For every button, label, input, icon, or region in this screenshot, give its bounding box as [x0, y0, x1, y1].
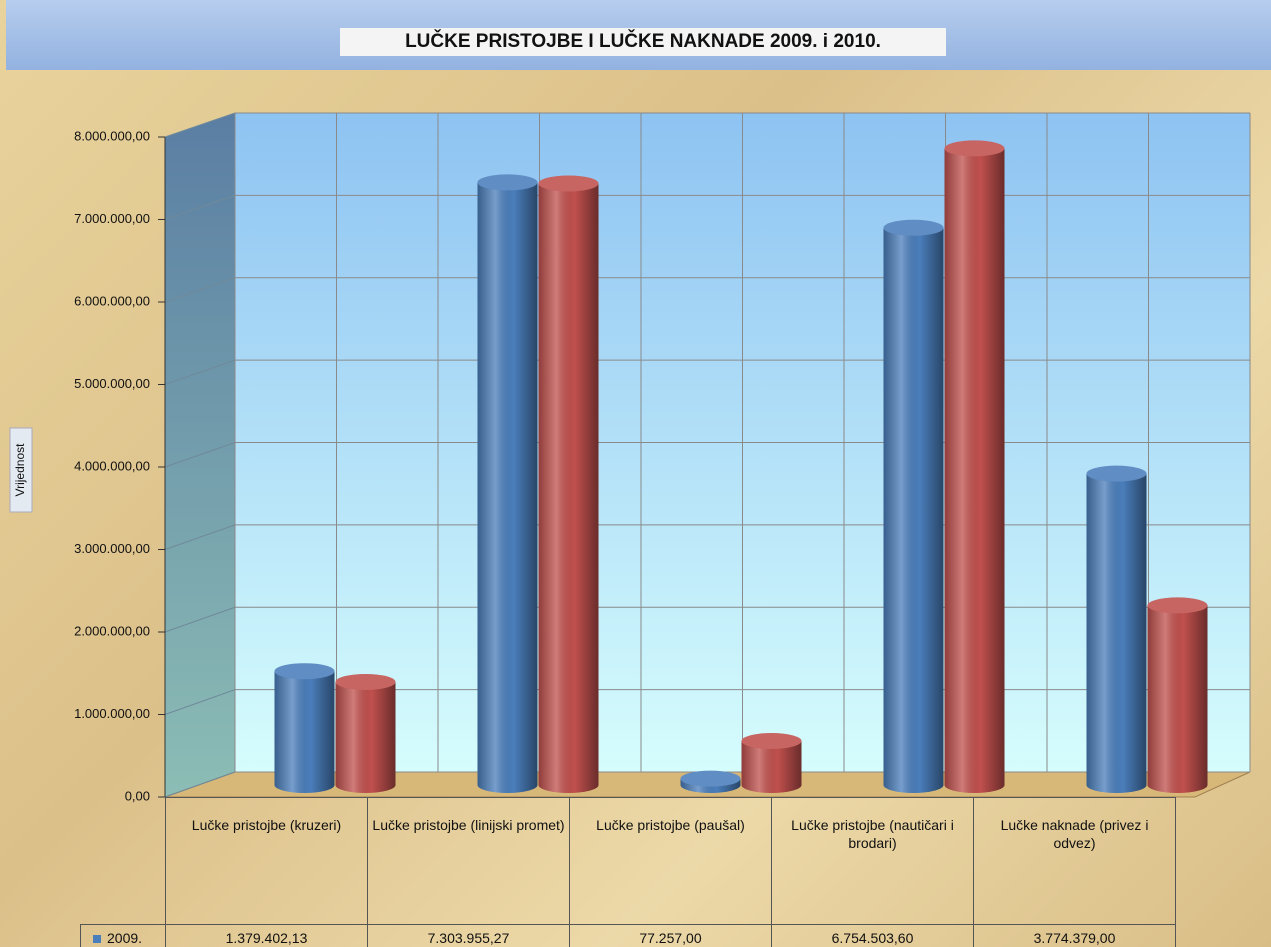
bar-top-shade — [883, 219, 944, 236]
grid-line-side — [164, 442, 236, 468]
bar — [883, 219, 944, 794]
grid-line-side — [164, 112, 236, 138]
category-label: Lučke naknade (privez i odvez) — [973, 797, 1176, 925]
bar — [680, 770, 741, 793]
category-label: Lučke pristojbe (kruzeri) — [165, 797, 368, 925]
bar-top — [477, 174, 538, 191]
bar-top-shade — [274, 663, 335, 680]
value-cell: 77.257,00 — [569, 924, 772, 947]
y-tick-label: 3.000.000,00 — [74, 541, 150, 556]
bar-top — [1086, 465, 1147, 482]
bar-shade — [1147, 605, 1208, 793]
bar — [1086, 465, 1147, 793]
bar-top — [274, 663, 335, 680]
category-label: Lučke pristojbe (nautičari i brodari) — [771, 797, 974, 925]
bar-top-shade — [944, 140, 1005, 157]
bar-top — [883, 219, 944, 236]
bar — [944, 140, 1005, 793]
bar-top-shade — [741, 732, 802, 749]
title-box — [340, 28, 946, 56]
bar — [477, 174, 538, 793]
y-tick-label: 6.000.000,00 — [74, 293, 150, 308]
value-cell: 1.379.402,13 — [165, 924, 368, 947]
bar-top — [944, 140, 1005, 157]
bar-shade — [1086, 473, 1147, 793]
bar-top-shade — [1086, 465, 1147, 482]
y-tick-label: 5.000.000,00 — [74, 376, 150, 391]
y-tick-label: 1.000.000,00 — [74, 706, 150, 721]
bar — [274, 663, 335, 793]
grid-line-side — [164, 524, 236, 550]
bar-shade — [538, 183, 599, 793]
data-table: Lučke pristojbe (kruzeri) Lučke pristojbe… — [80, 797, 1176, 947]
grid-line-side — [164, 771, 236, 798]
grid-line-side — [164, 359, 236, 385]
corner-cell — [81, 798, 166, 925]
bar-top-shade — [538, 175, 599, 192]
bar-shade — [741, 740, 802, 793]
bar-shade — [477, 182, 538, 793]
y-tick-label: 0,00 — [125, 788, 150, 803]
legend-swatch — [93, 934, 101, 943]
bar-shade — [335, 681, 396, 793]
y-axis-label: Vrijednost — [13, 443, 27, 497]
series-row: 2009. 1.379.402,13 7.303.955,27 77.257,00 6.… — [80, 924, 1176, 947]
grid-line-side — [164, 194, 236, 220]
legend-label: 2009. — [107, 929, 143, 946]
grid-line-side — [164, 689, 236, 715]
category-label: Lučke pristojbe (paušal) — [569, 797, 772, 925]
axis-label-box — [9, 427, 33, 513]
bar-shade — [274, 671, 335, 793]
bar — [538, 175, 599, 793]
bar-top — [1147, 597, 1208, 614]
bar-top-shade — [477, 174, 538, 191]
bar-top-shade — [680, 770, 741, 787]
value-cell: 7.303.955,27 — [367, 924, 570, 947]
y-tick-label: 7.000.000,00 — [74, 211, 150, 226]
category-label: Lučke pristojbe (linijski promet) — [367, 797, 570, 925]
bar-top — [538, 175, 599, 192]
bar-top — [741, 732, 802, 749]
chart-title: LUČKE PRISTOJBE I LUČKE NAKNADE 2009. i … — [405, 30, 881, 52]
bar-shade — [883, 227, 944, 794]
y-tick-label: 8.000.000,00 — [74, 128, 150, 143]
bar — [741, 732, 802, 793]
bar — [335, 673, 396, 793]
bar-shade — [944, 148, 1005, 793]
y-tick-label: 2.000.000,00 — [74, 623, 150, 638]
bar-top-shade — [335, 673, 396, 690]
bar-top — [680, 770, 741, 787]
value-cell: 6.754.503,60 — [771, 924, 974, 947]
bar — [1147, 597, 1208, 793]
value-cell: 3.774.379,00 — [973, 924, 1176, 947]
grid-line-side — [164, 277, 236, 303]
bar-top-shade — [1147, 597, 1208, 614]
legend-cell: 2009. — [80, 924, 166, 947]
y-tick-label: 4.000.000,00 — [74, 458, 150, 473]
bar-top — [335, 673, 396, 690]
header-row: Lučke pristojbe (kruzeri) Lučke pristojbe… — [81, 797, 1176, 925]
grid-line-side — [164, 606, 236, 633]
